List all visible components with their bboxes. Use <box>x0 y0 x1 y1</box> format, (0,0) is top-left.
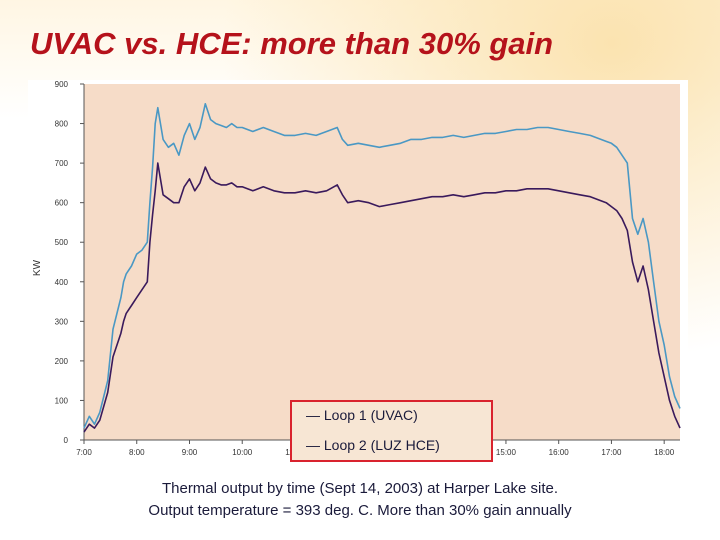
slide-title: UVAC vs. HCE: more than 30% gain <box>30 26 554 61</box>
y-tick-label: 700 <box>55 159 69 168</box>
line-chart: 0 100 200 300 400 500 600 700 800 900 7:00 8:00 9:00… <box>32 80 681 457</box>
y-tick-label: 400 <box>55 278 69 287</box>
legend-entry-loop2: — Loop 2 (LUZ HCE) <box>306 437 440 453</box>
x-tick-label: 16:00 <box>549 448 570 457</box>
y-tick-label: 100 <box>55 396 69 405</box>
x-tick-label: 17:00 <box>601 448 622 457</box>
y-tick-label: 300 <box>55 317 69 326</box>
x-tick-label: 15:00 <box>496 448 517 457</box>
y-tick-label: 500 <box>55 238 69 247</box>
x-tick-label: 7:00 <box>76 448 92 457</box>
series-line-loop2 <box>83 162 681 433</box>
chart-frame: 0 100 200 300 400 500 600 700 800 900 7:00 8:00 9:00… <box>28 80 688 468</box>
x-tick-label: 10:00 <box>232 448 253 457</box>
caption-line-2: Output temperature = 393 deg. C. More th… <box>148 502 572 519</box>
series-line-loop1 <box>83 102 681 429</box>
y-tick-label: 600 <box>55 199 69 208</box>
y-tick-label: 200 <box>55 357 69 366</box>
y-tick-label: 0 <box>64 436 69 445</box>
y-tick-label: 900 <box>55 80 69 89</box>
caption-line-1: Thermal output by time (Sept 14, 2003) a… <box>161 480 559 497</box>
legend-entry-loop1: — Loop 1 (UVAC) <box>306 407 418 423</box>
x-tick-label: 9:00 <box>182 448 198 457</box>
y-axis-label: KW <box>32 259 43 276</box>
x-tick-label: 18:00 <box>654 448 675 457</box>
x-tick-label: 8:00 <box>129 448 145 457</box>
plot-background <box>84 84 680 440</box>
chart-legend: — Loop 1 (UVAC) — Loop 2 (LUZ HCE) <box>290 400 493 462</box>
y-tick-label: 800 <box>55 120 69 129</box>
